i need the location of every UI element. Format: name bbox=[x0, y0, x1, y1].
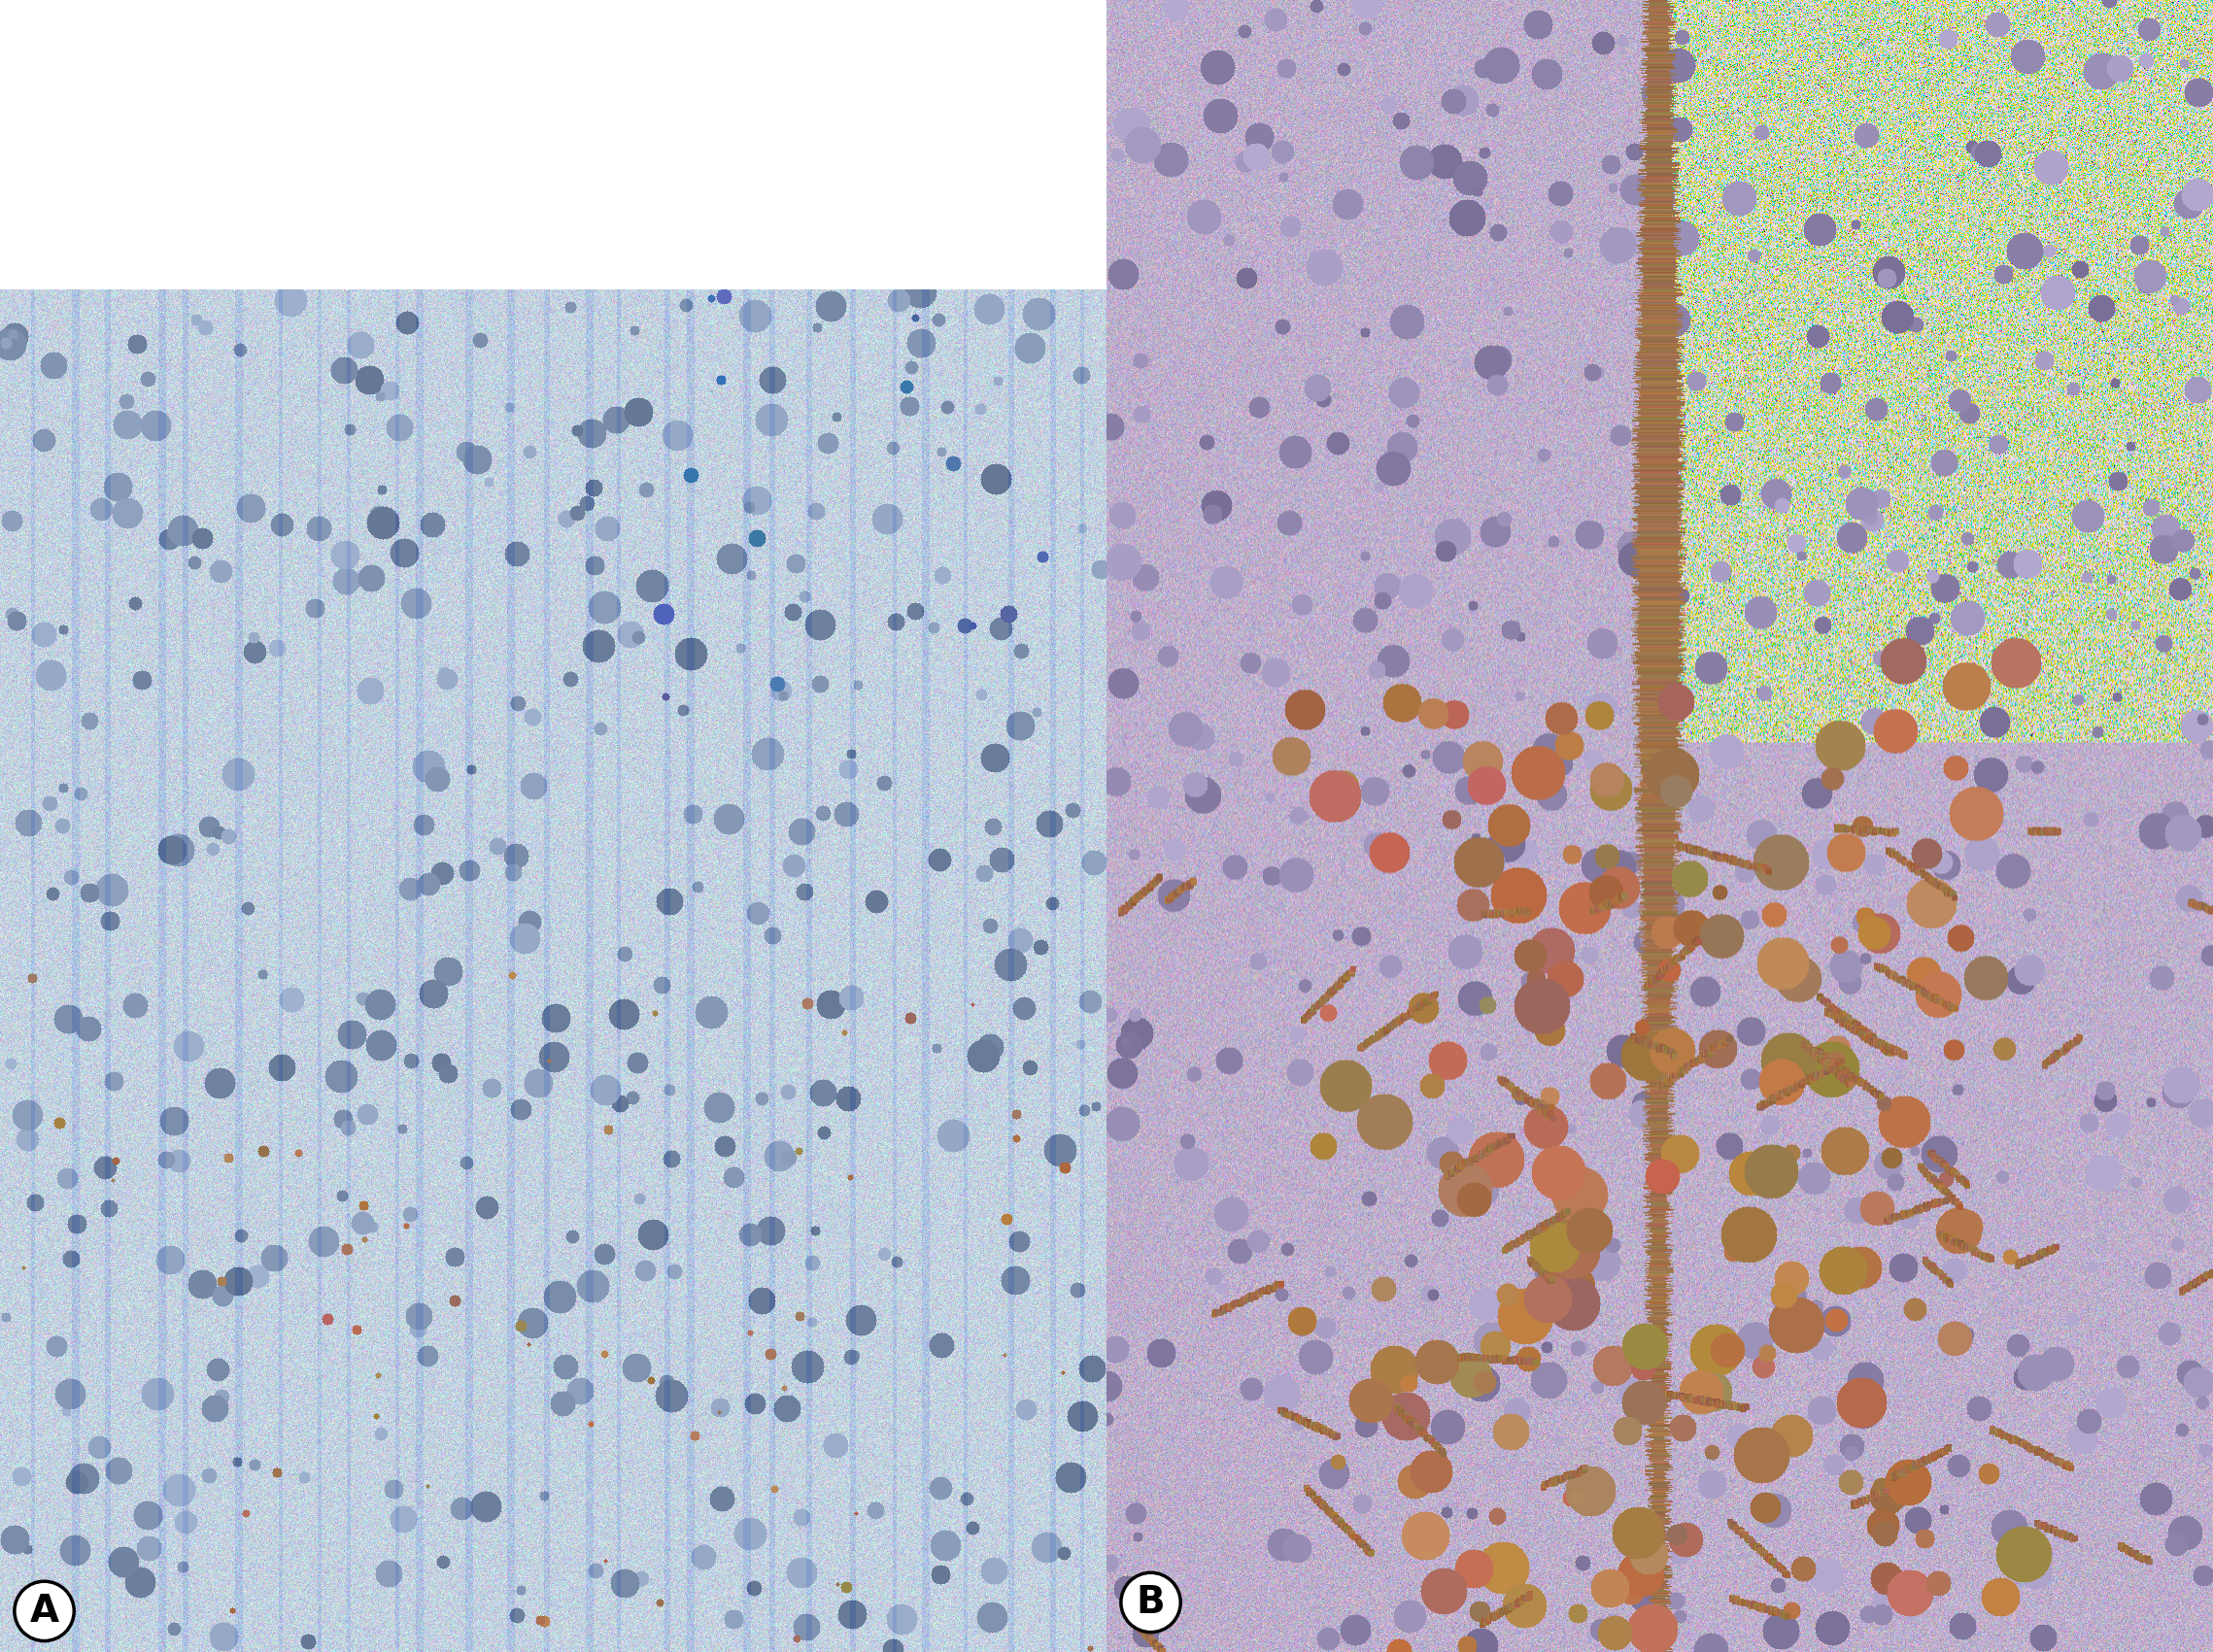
Text: A: A bbox=[29, 1593, 60, 1629]
Text: B: B bbox=[1135, 1584, 1166, 1621]
